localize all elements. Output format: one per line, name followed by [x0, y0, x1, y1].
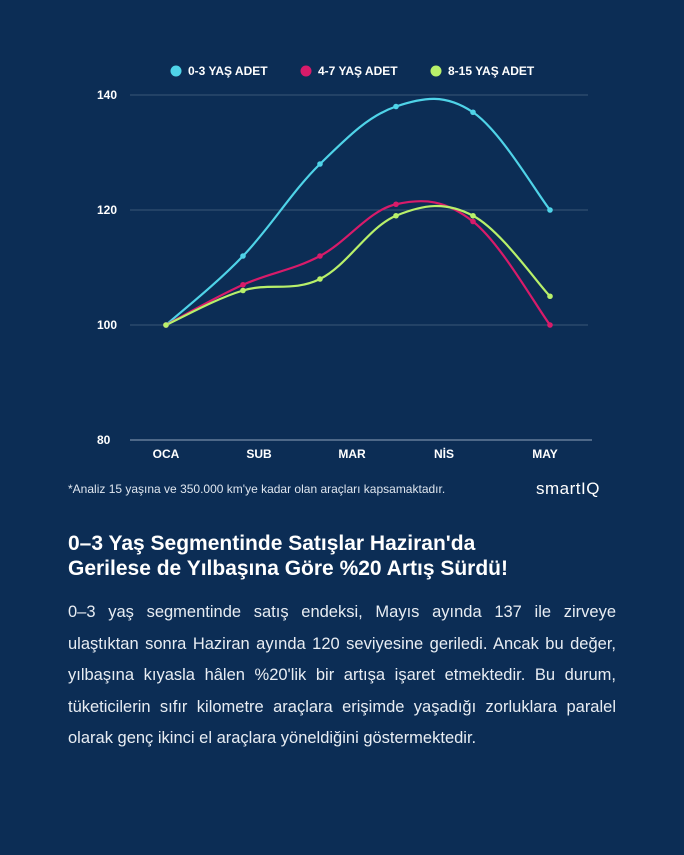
data-point-s1-1 — [240, 281, 246, 288]
x-tick-label-4: MAY — [532, 447, 558, 461]
body-paragraph: 0–3 yaş segmentinde satış endeksi, Mayıs… — [68, 603, 616, 747]
data-points — [163, 103, 553, 328]
data-point-s0-3 — [393, 103, 399, 110]
data-point-s0-5 — [547, 207, 553, 213]
data-point-s2-0 — [163, 322, 169, 328]
x-tick-label-2: MAR — [338, 447, 366, 461]
y-tick-label-120: 120 — [97, 203, 117, 217]
data-point-s1-2 — [317, 253, 323, 259]
legend-item-0: 0-3 YAŞ ADET — [170, 64, 268, 78]
data-point-s0-2 — [317, 161, 323, 167]
legend-marker-2 — [430, 65, 442, 77]
series-lines — [165, 97, 551, 327]
data-point-s1-5 — [547, 322, 553, 328]
data-point-s0-1 — [240, 253, 246, 259]
series-line-1 — [165, 200, 551, 326]
legend-marker-0 — [170, 65, 182, 77]
data-point-s0-4 — [470, 109, 476, 116]
headline-line-1: 0–3 Yaş Segmentinde Satışlar Haziran'da — [68, 532, 476, 555]
headline-line-2: Gerilese de Yılbaşına Göre %20 Artış Sür… — [68, 557, 508, 580]
series-line-2 — [165, 204, 551, 327]
brand-name: smartIQ — [536, 479, 600, 498]
y-tick-label-80: 80 — [97, 433, 111, 447]
legend-label-0: 0-3 YAŞ ADET — [188, 64, 268, 78]
data-point-s1-3 — [393, 201, 399, 208]
headline: 0–3 Yaş Segmentinde Satışlar Haziran'da … — [68, 531, 628, 581]
brand-logo: smartIQ — [536, 479, 600, 499]
legend: 0-3 YAŞ ADET 4-7 YAŞ ADET 8-15 YAŞ ADET — [170, 64, 535, 78]
data-point-s2-4 — [470, 212, 476, 219]
grid-lines — [130, 94, 588, 326]
x-tick-label-0: OCA — [153, 447, 180, 461]
data-point-s1-4 — [470, 218, 476, 225]
x-tick-label-1: SUB — [246, 447, 272, 461]
x-tick-label-3: NİS — [434, 446, 454, 461]
y-tick-label-140: 140 — [97, 88, 117, 102]
data-point-s2-5 — [547, 293, 553, 300]
series-line-0 — [165, 97, 551, 326]
line-chart: 80 100 120 140 OCA SUB MAR NİS MAY 0-3 YAŞ ADET 4… — [97, 64, 592, 461]
axes: 80 100 120 140 OCA SUB MAR NİS MAY — [97, 88, 592, 461]
legend-marker-1 — [300, 65, 312, 77]
y-tick-label-100: 100 — [97, 318, 117, 332]
legend-item-1: 4-7 YAŞ ADET — [300, 64, 398, 78]
data-point-s2-3 — [393, 212, 399, 219]
legend-label-1: 4-7 YAŞ ADET — [318, 64, 398, 78]
legend-label-2: 8-15 YAŞ ADET — [448, 64, 535, 78]
data-point-s2-2 — [317, 276, 323, 282]
footnote: *Analiz 15 yaşına ve 350.000 km'ye kadar… — [68, 482, 446, 496]
legend-item-2: 8-15 YAŞ ADET — [430, 64, 535, 78]
data-point-s2-1 — [240, 287, 246, 294]
